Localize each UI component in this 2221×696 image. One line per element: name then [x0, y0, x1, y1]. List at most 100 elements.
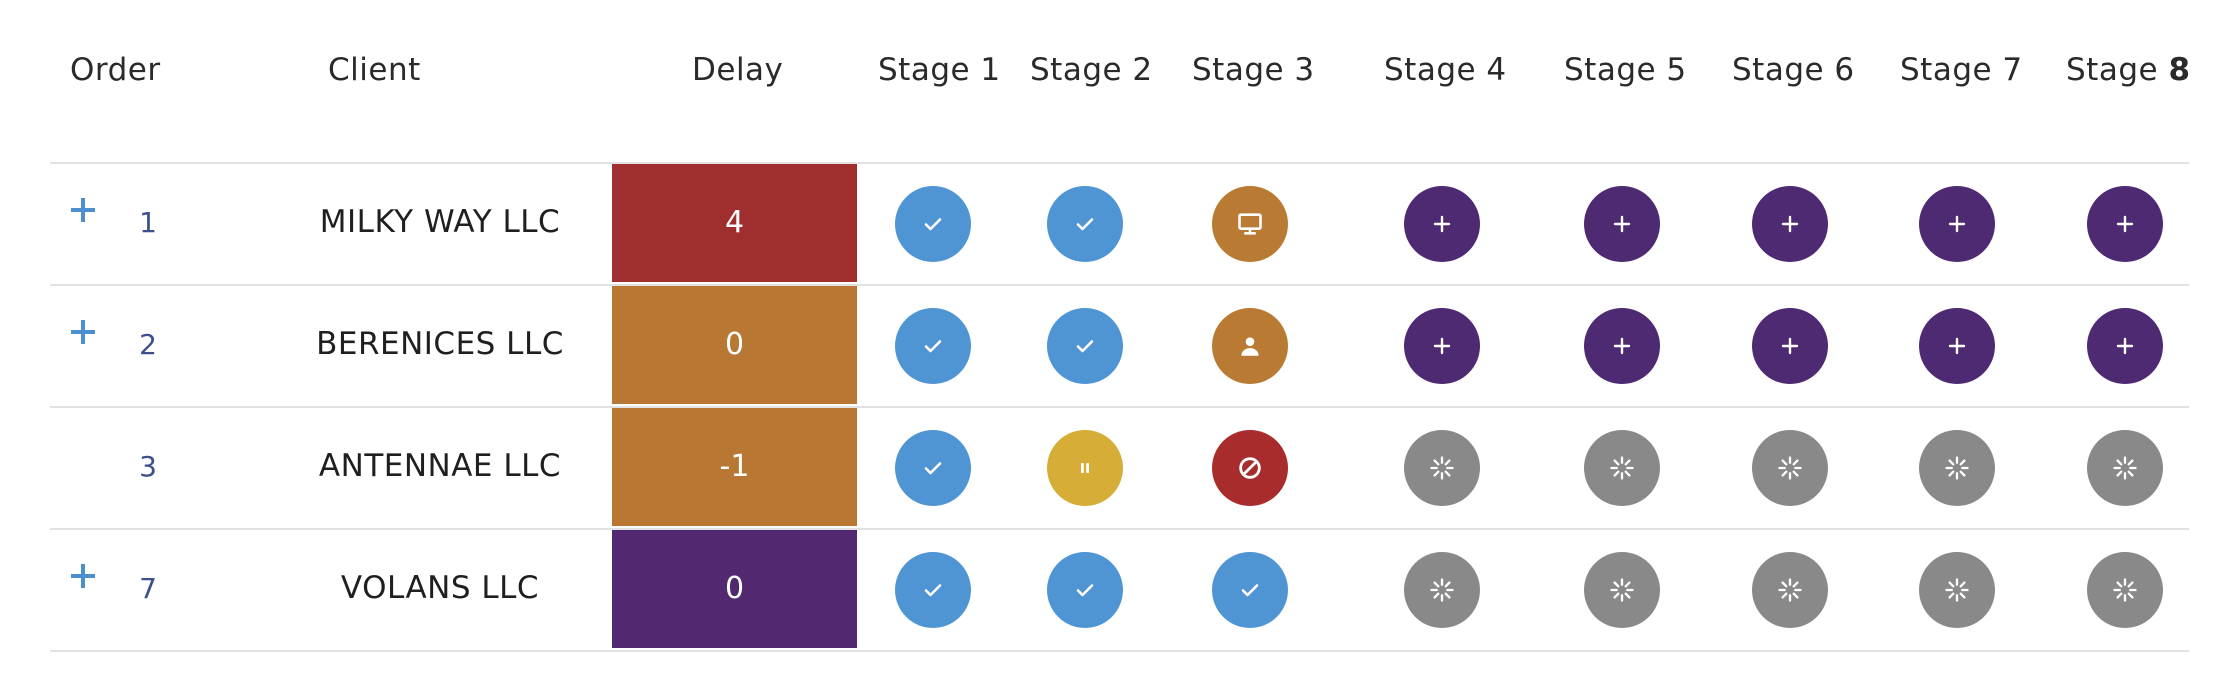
stage-6-status-button[interactable] — [1752, 308, 1828, 384]
plus-icon — [2113, 334, 2137, 358]
header-stage-4: Stage 4 — [1384, 52, 1507, 88]
ban-icon — [1236, 454, 1264, 482]
header-stage-8-prefix: Stage — [2066, 52, 2169, 88]
check-icon — [921, 334, 945, 358]
table-row: 1 MILKY WAY LLC 4 — [0, 164, 2221, 284]
spinner-icon — [1776, 576, 1804, 604]
pause-icon — [1073, 456, 1097, 480]
check-icon — [1073, 334, 1097, 358]
stage-2-status-button[interactable] — [1047, 186, 1123, 262]
stage-7-status-button[interactable] — [1919, 552, 1995, 628]
plus-icon — [71, 198, 95, 222]
plus-icon — [71, 564, 95, 588]
stage-8-status-button[interactable] — [2087, 430, 2163, 506]
stage-3-status-button[interactable] — [1212, 186, 1288, 262]
order-number: 2 — [139, 328, 157, 361]
header-stage-8-number: 8 — [2168, 52, 2191, 88]
stage-1-status-button[interactable] — [895, 552, 971, 628]
header-delay: Delay — [692, 52, 784, 88]
check-icon — [921, 578, 945, 602]
stage-3-status-button[interactable] — [1212, 552, 1288, 628]
plus-icon — [71, 320, 95, 344]
client-name: ANTENNAE LLC — [318, 448, 562, 484]
spinner-icon — [1943, 454, 1971, 482]
stage-4-status-button[interactable] — [1404, 308, 1480, 384]
check-icon — [921, 212, 945, 236]
spinner-icon — [1428, 576, 1456, 604]
stage-1-status-button[interactable] — [895, 308, 971, 384]
delay-cell: 0 — [612, 530, 857, 648]
plus-icon — [1945, 212, 1969, 236]
header-stage-6: Stage 6 — [1732, 52, 1855, 88]
plus-icon — [1610, 334, 1634, 358]
stage-7-status-button[interactable] — [1919, 308, 1995, 384]
plus-icon — [1778, 212, 1802, 236]
spinner-icon — [1776, 454, 1804, 482]
order-number: 7 — [139, 572, 157, 605]
plus-icon — [1610, 212, 1634, 236]
stage-6-status-button[interactable] — [1752, 430, 1828, 506]
plus-icon — [1430, 334, 1454, 358]
row-divider — [50, 528, 2189, 530]
stage-8-status-button[interactable] — [2087, 186, 2163, 262]
table-row: 2 BERENICES LLC 0 — [0, 286, 2221, 406]
expand-row-plus-icon[interactable] — [70, 197, 96, 223]
table-row: 3 ANTENNAE LLC -1 — [0, 408, 2221, 528]
client-name: VOLANS LLC — [340, 570, 540, 606]
stage-8-status-button[interactable] — [2087, 552, 2163, 628]
spinner-icon — [1608, 576, 1636, 604]
stage-5-status-button[interactable] — [1584, 552, 1660, 628]
stage-2-status-button[interactable] — [1047, 308, 1123, 384]
stage-2-status-button[interactable] — [1047, 552, 1123, 628]
header-stage-3: Stage 3 — [1192, 52, 1315, 88]
stage-6-status-button[interactable] — [1752, 186, 1828, 262]
row-divider — [50, 650, 2189, 652]
plus-icon — [1430, 212, 1454, 236]
spinner-icon — [1428, 454, 1456, 482]
stage-1-status-button[interactable] — [895, 430, 971, 506]
spinner-icon — [1608, 454, 1636, 482]
table-row: 7 VOLANS LLC 0 — [0, 530, 2221, 650]
stage-1-status-button[interactable] — [895, 186, 971, 262]
header-order: Order — [70, 52, 161, 88]
stage-4-status-button[interactable] — [1404, 186, 1480, 262]
user-icon — [1237, 333, 1263, 359]
header-stage-5: Stage 5 — [1564, 52, 1687, 88]
order-number: 1 — [139, 206, 157, 239]
check-icon — [1073, 212, 1097, 236]
stage-5-status-button[interactable] — [1584, 430, 1660, 506]
monitor-icon — [1236, 210, 1264, 238]
client-name: BERENICES LLC — [316, 326, 564, 362]
row-divider — [50, 284, 2189, 286]
expand-row-plus-icon[interactable] — [70, 563, 96, 589]
stage-8-status-button[interactable] — [2087, 308, 2163, 384]
check-icon — [1073, 578, 1097, 602]
stage-5-status-button[interactable] — [1584, 308, 1660, 384]
check-icon — [1238, 578, 1262, 602]
header-stage-2: Stage 2 — [1030, 52, 1153, 88]
stage-3-status-button[interactable] — [1212, 430, 1288, 506]
plus-icon — [2113, 212, 2137, 236]
spinner-icon — [2111, 454, 2139, 482]
stage-2-status-button[interactable] — [1047, 430, 1123, 506]
plus-icon — [1945, 334, 1969, 358]
spinner-icon — [1943, 576, 1971, 604]
check-icon — [921, 456, 945, 480]
row-divider — [50, 406, 2189, 408]
delay-cell: 0 — [612, 286, 857, 404]
stage-5-status-button[interactable] — [1584, 186, 1660, 262]
stage-6-status-button[interactable] — [1752, 552, 1828, 628]
stage-7-status-button[interactable] — [1919, 186, 1995, 262]
delay-cell: -1 — [612, 408, 857, 526]
client-name: MILKY WAY LLC — [319, 204, 561, 240]
header-stage-1: Stage 1 — [878, 52, 1001, 88]
stage-4-status-button[interactable] — [1404, 552, 1480, 628]
expand-row-plus-icon[interactable] — [70, 319, 96, 345]
stage-7-status-button[interactable] — [1919, 430, 1995, 506]
delay-cell: 4 — [612, 164, 857, 282]
stage-3-status-button[interactable] — [1212, 308, 1288, 384]
stage-4-status-button[interactable] — [1404, 430, 1480, 506]
spinner-icon — [2111, 576, 2139, 604]
row-divider — [50, 162, 2189, 164]
plus-icon — [1778, 334, 1802, 358]
